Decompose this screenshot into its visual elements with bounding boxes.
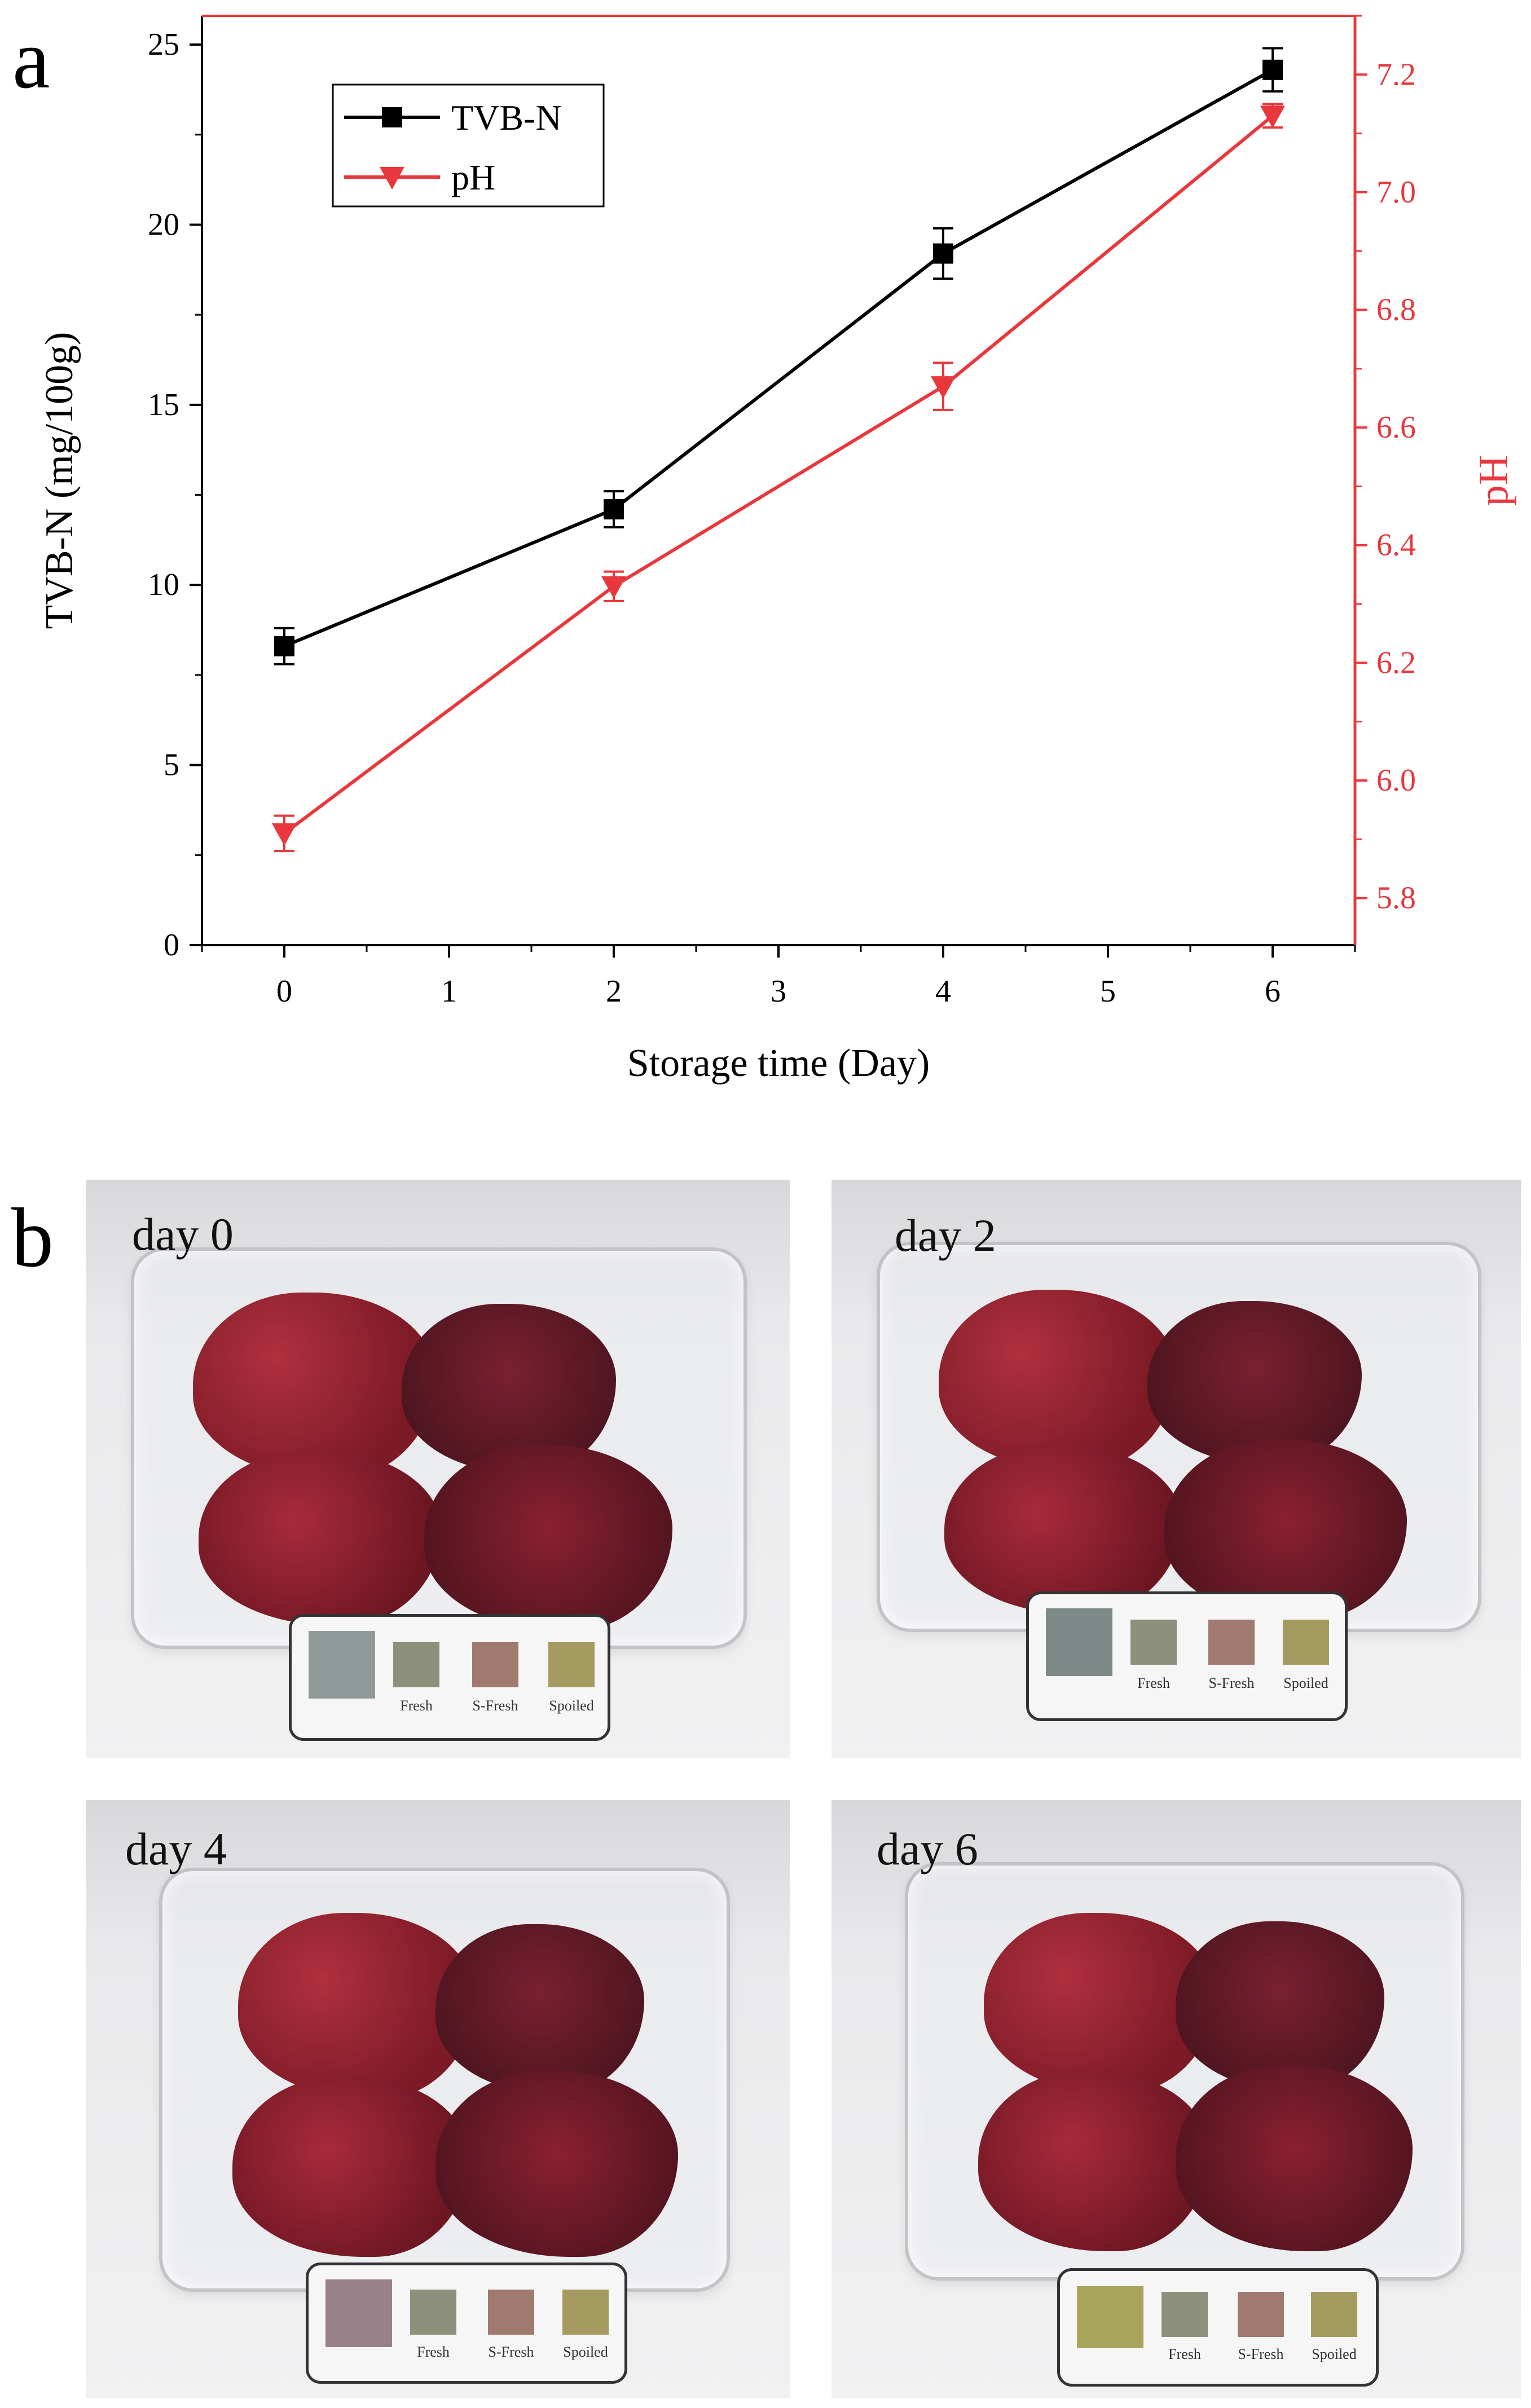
day-label: day 2 bbox=[895, 1210, 996, 1261]
x-tick-label: 4 bbox=[935, 974, 951, 1009]
y2-tick-label: 6.8 bbox=[1376, 293, 1416, 328]
swatch-s-fresh bbox=[1208, 1620, 1255, 1665]
swatch-spoiled bbox=[1283, 1620, 1329, 1665]
data-point-tvb-n bbox=[274, 636, 294, 656]
photo-day-4: day 4 Fresh S-Fresh Spoiled bbox=[86, 1800, 790, 2398]
data-point-ph bbox=[601, 576, 626, 599]
swatch-fresh bbox=[393, 1642, 439, 1687]
swatch-spoiled bbox=[1311, 2292, 1357, 2337]
y2-tick-label: 6.2 bbox=[1376, 645, 1416, 680]
y-tick-label: 15 bbox=[148, 387, 179, 422]
label-spoiled: Spoiled bbox=[549, 1697, 594, 1714]
y-axis-label: TVB-N (mg/100g) bbox=[38, 332, 81, 629]
x-tick-label: 6 bbox=[1265, 974, 1281, 1009]
label-s-fresh: S-Fresh bbox=[472, 1697, 518, 1714]
swatch-fresh bbox=[1130, 1620, 1177, 1665]
x-tick-label: 3 bbox=[771, 974, 786, 1009]
legend-box bbox=[332, 83, 605, 208]
swatch-fresh bbox=[1162, 2292, 1208, 2337]
data-point-tvb-n bbox=[933, 243, 953, 264]
y-tick-label: 20 bbox=[148, 207, 179, 242]
y2-axis-label: pH bbox=[1471, 455, 1517, 506]
meat bbox=[1176, 1921, 1384, 2091]
photo-day-0: day 0 Fresh S-Fresh Spoiled bbox=[86, 1180, 790, 1758]
legend-label: TVB-N bbox=[451, 98, 562, 138]
y2-tick-label: 5.8 bbox=[1376, 881, 1416, 916]
y-tick-label: 10 bbox=[148, 567, 179, 602]
meat bbox=[1176, 2065, 1413, 2251]
meat bbox=[435, 2071, 678, 2257]
data-point-tvb-n bbox=[604, 499, 624, 520]
swatch-s-fresh bbox=[1238, 2292, 1284, 2337]
panel-a-label: a bbox=[12, 12, 50, 106]
label-spoiled: Spoiled bbox=[563, 2344, 608, 2360]
y2-tick-label: 6.0 bbox=[1376, 763, 1416, 798]
swatch-s-fresh bbox=[488, 2290, 534, 2335]
series-line-tvb-n bbox=[283, 68, 1274, 648]
y-tick-label: 25 bbox=[148, 27, 179, 62]
swatch-indicator bbox=[325, 2279, 392, 2347]
series-line-ph bbox=[283, 114, 1274, 835]
day-label: day 4 bbox=[125, 1823, 227, 1875]
x-tick-label: 5 bbox=[1100, 974, 1116, 1009]
label-spoiled: Spoiled bbox=[1283, 1675, 1328, 1691]
meat bbox=[944, 1445, 1181, 1614]
day-label: day 0 bbox=[132, 1209, 234, 1260]
legend-marker bbox=[382, 107, 402, 127]
swatch-indicator bbox=[1046, 1608, 1112, 1676]
y2-tick-label: 6.4 bbox=[1376, 528, 1416, 563]
label-s-fresh: S-Fresh bbox=[1238, 2346, 1284, 2362]
swatch-spoiled bbox=[562, 2290, 609, 2335]
legend-marker bbox=[380, 167, 404, 189]
meat bbox=[424, 1445, 672, 1631]
data-point-ph bbox=[272, 823, 297, 846]
meat bbox=[402, 1304, 616, 1473]
label-fresh: Fresh bbox=[1168, 2346, 1201, 2362]
swatch-fresh bbox=[410, 2290, 456, 2335]
label-s-fresh: S-Fresh bbox=[488, 2344, 534, 2360]
label-fresh: Fresh bbox=[400, 1697, 433, 1714]
y2-tick-label: 7.2 bbox=[1376, 57, 1416, 92]
data-point-ph bbox=[931, 376, 956, 399]
label-fresh: Fresh bbox=[417, 2344, 450, 2360]
label-fresh: Fresh bbox=[1137, 1675, 1170, 1691]
x-axis-label: Storage time (Day) bbox=[627, 1042, 930, 1085]
meat bbox=[978, 2071, 1209, 2251]
y-tick-label: 0 bbox=[164, 928, 179, 963]
legend-label: pH bbox=[451, 157, 495, 197]
swatch-s-fresh bbox=[472, 1642, 518, 1687]
x-tick-label: 1 bbox=[441, 974, 457, 1009]
y2-tick-label: 6.6 bbox=[1376, 410, 1416, 445]
label-s-fresh: S-Fresh bbox=[1208, 1675, 1255, 1691]
photo-day-2: day 2 Fresh S-Fresh Spoiled bbox=[832, 1180, 1521, 1758]
y-tick-label: 5 bbox=[164, 748, 179, 783]
meat bbox=[435, 1924, 644, 2093]
photo-day-6: day 6 Fresh S-Fresh Spoiled bbox=[832, 1800, 1521, 2398]
panel-b-label: b bbox=[11, 1191, 54, 1285]
y2-tick-label: 7.0 bbox=[1376, 175, 1416, 210]
x-tick-label: 0 bbox=[276, 974, 292, 1009]
swatch-spoiled bbox=[548, 1642, 595, 1687]
x-tick-label: 2 bbox=[606, 974, 622, 1009]
label-spoiled: Spoiled bbox=[1312, 2346, 1357, 2362]
swatch-indicator bbox=[1077, 2286, 1143, 2348]
data-point-ph bbox=[1260, 105, 1285, 129]
data-point-tvb-n bbox=[1262, 59, 1283, 80]
meat bbox=[1164, 1439, 1407, 1620]
meat bbox=[193, 1293, 435, 1479]
meat bbox=[1147, 1301, 1362, 1465]
meat bbox=[199, 1450, 441, 1625]
meat bbox=[939, 1290, 1176, 1470]
line-chart: 0 1 2 3 4 5 6 0 5 10 15 20 25 5.8 6.0 6.2 6.4 6.6 6.8 7.0 7.… bbox=[38, 15, 1517, 1085]
day-label: day 6 bbox=[877, 1823, 978, 1875]
swatch-indicator bbox=[309, 1631, 375, 1699]
meat bbox=[232, 2076, 469, 2257]
